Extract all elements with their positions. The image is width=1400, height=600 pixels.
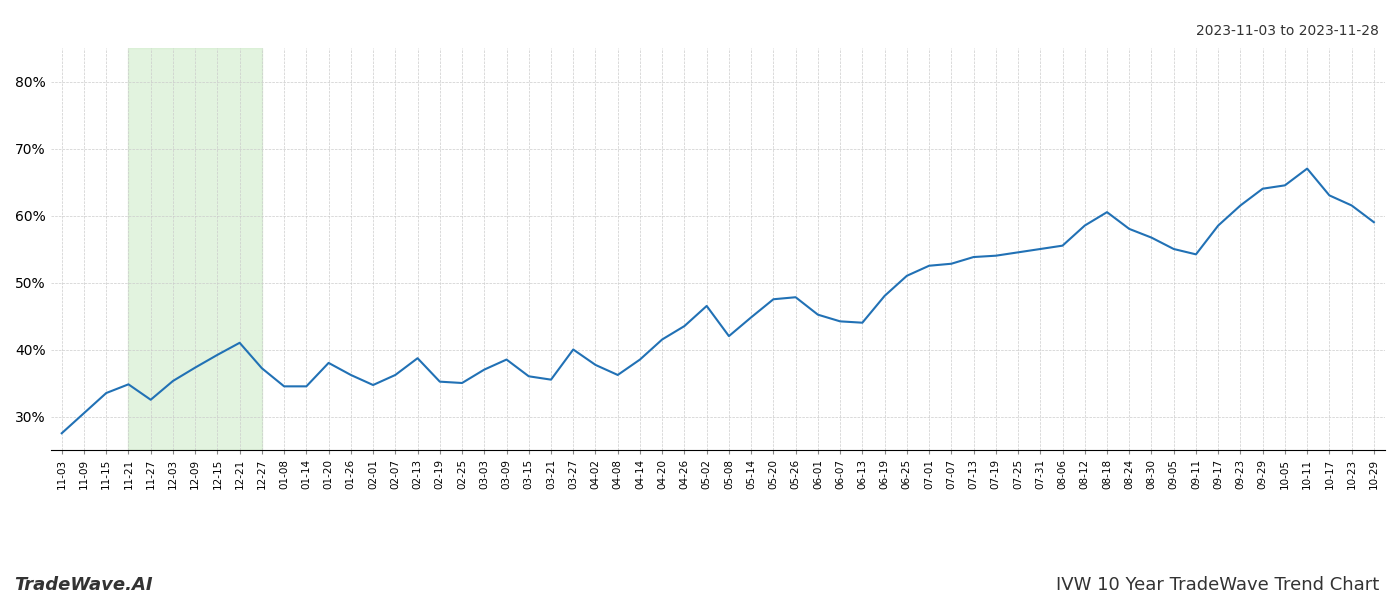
Text: IVW 10 Year TradeWave Trend Chart: IVW 10 Year TradeWave Trend Chart: [1056, 576, 1379, 594]
Text: 2023-11-03 to 2023-11-28: 2023-11-03 to 2023-11-28: [1196, 24, 1379, 38]
Bar: [129, 48, 262, 450]
Text: TradeWave.AI: TradeWave.AI: [14, 576, 153, 594]
